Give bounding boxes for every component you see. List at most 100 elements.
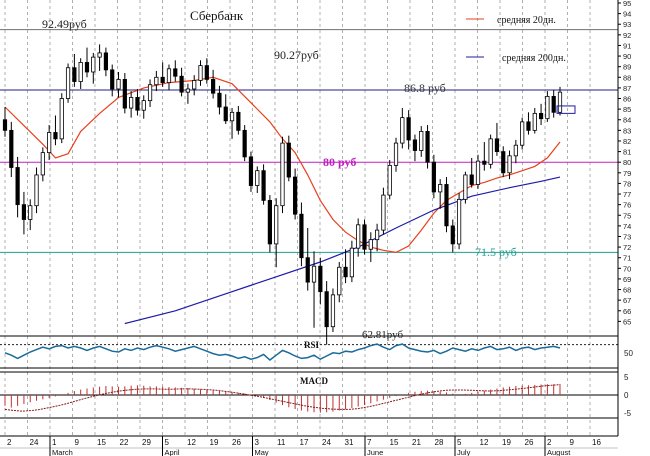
candle-down [248, 156, 254, 186]
candle-up [375, 229, 380, 241]
candle-up [40, 152, 45, 176]
level-label-90-27: 90.27руб [274, 48, 319, 62]
price-tick-label: 86 [623, 95, 631, 104]
candle-down [211, 79, 216, 94]
candle-up [438, 184, 443, 193]
month-label: April [165, 448, 180, 456]
price-tick-label: 81 [623, 148, 631, 157]
month-label: March [52, 448, 73, 456]
candle-down [406, 117, 411, 141]
candle-down [431, 161, 436, 193]
date-tick-label: 22 [120, 438, 129, 447]
legend-label-sma20: средняя 20дн. [497, 15, 556, 26]
candle-down [204, 65, 209, 80]
candle-up [91, 56, 96, 73]
candle-up [129, 97, 134, 109]
macd-label: MACD [300, 376, 328, 386]
month-label: June [367, 448, 383, 456]
date-tick-label: 31 [345, 438, 354, 447]
legend-label-sma200: средняя 200дн. [502, 53, 566, 64]
candle-down [551, 95, 556, 113]
price-tick-label: 88 [623, 73, 631, 82]
candle-down [318, 265, 323, 293]
price-tick-label: 72 [623, 243, 631, 252]
candle-down [450, 225, 455, 245]
date-tick-label: 12 [480, 438, 489, 447]
price-tick-label: 92 [623, 31, 631, 40]
month-label: May [255, 448, 269, 456]
candle-up [78, 62, 83, 82]
candle-up [255, 170, 260, 186]
candle-down [15, 167, 20, 206]
price-tick-label: 74 [623, 222, 631, 231]
candle-down [261, 170, 266, 201]
candle-up [47, 132, 52, 154]
candle-down [9, 129, 14, 168]
candle-up [59, 98, 64, 140]
price-tick-label: 82 [623, 137, 631, 146]
candle-down [494, 138, 500, 152]
candle-down [293, 176, 298, 215]
price-tick-label: 71 [623, 254, 631, 263]
candle-down [286, 142, 291, 178]
rsi-line [4, 343, 561, 361]
candle-down [122, 79, 127, 109]
candle-up [475, 160, 481, 185]
candle-up [368, 239, 373, 250]
date-tick-label: 1 [52, 438, 57, 447]
date-tick-label: 5 [457, 438, 462, 447]
price-tick-label: 91 [623, 41, 631, 50]
candle-down [217, 92, 222, 108]
candle-up [557, 91, 563, 113]
date-tick-label: 19 [210, 438, 219, 447]
price-tick-label: 77 [623, 190, 631, 199]
date-tick-label: 9 [570, 438, 575, 447]
candle-down [444, 184, 449, 227]
macd-tick-label: 5 [624, 373, 629, 382]
candle-up [520, 121, 525, 146]
candle-up [463, 174, 468, 200]
level-label-92-49: 92.49руб [42, 17, 87, 31]
price-tick-label: 76 [623, 201, 631, 210]
date-tick-label: 5 [165, 438, 170, 447]
date-tick-label: 2 [7, 438, 12, 447]
candle-up [356, 224, 361, 249]
candle-down [469, 174, 474, 185]
candle-up [147, 84, 153, 102]
candle-up [400, 117, 405, 144]
candle-down [362, 224, 367, 250]
candle-down [299, 213, 304, 259]
candle-up [229, 111, 235, 122]
candle-down [160, 76, 165, 83]
candle-up [532, 112, 537, 131]
date-tick-label: 29 [142, 438, 151, 447]
price-tick-label: 80 [623, 158, 631, 167]
legend: средняя 20дн. средняя 200дн. [466, 15, 566, 64]
price-tick-label: 85 [623, 105, 631, 114]
date-tick-label: 17 [300, 438, 309, 447]
level-labels: 92.49руб 90.27руб 86.8 руб 80 руб 71.5 р… [42, 17, 517, 341]
grid [4, 0, 591, 436]
date-tick-label: 2 [547, 438, 552, 447]
level-label-86-8: 86.8 руб [404, 81, 446, 95]
date-tick-label: 16 [592, 438, 601, 447]
candle-up [488, 138, 493, 165]
macd-panel [0, 371, 618, 419]
price-tick-label: 79 [623, 169, 631, 178]
candle-down [236, 111, 241, 131]
price-tick-label: 95 [623, 0, 631, 8]
candle-up [419, 131, 424, 151]
candle-up [65, 67, 71, 99]
price-tick-label: 83 [623, 126, 631, 135]
macd-tick-label: -5 [624, 409, 632, 418]
date-tick-label: 7 [367, 438, 372, 447]
candle-up [97, 52, 102, 58]
month-label: August [547, 448, 571, 456]
candle-up [349, 247, 354, 278]
rsi-tick-label: 50 [624, 349, 633, 358]
price-tick-label: 84 [623, 116, 631, 125]
month-label: July [457, 448, 471, 456]
sma20-line [4, 76, 561, 254]
candle-down [173, 68, 178, 77]
